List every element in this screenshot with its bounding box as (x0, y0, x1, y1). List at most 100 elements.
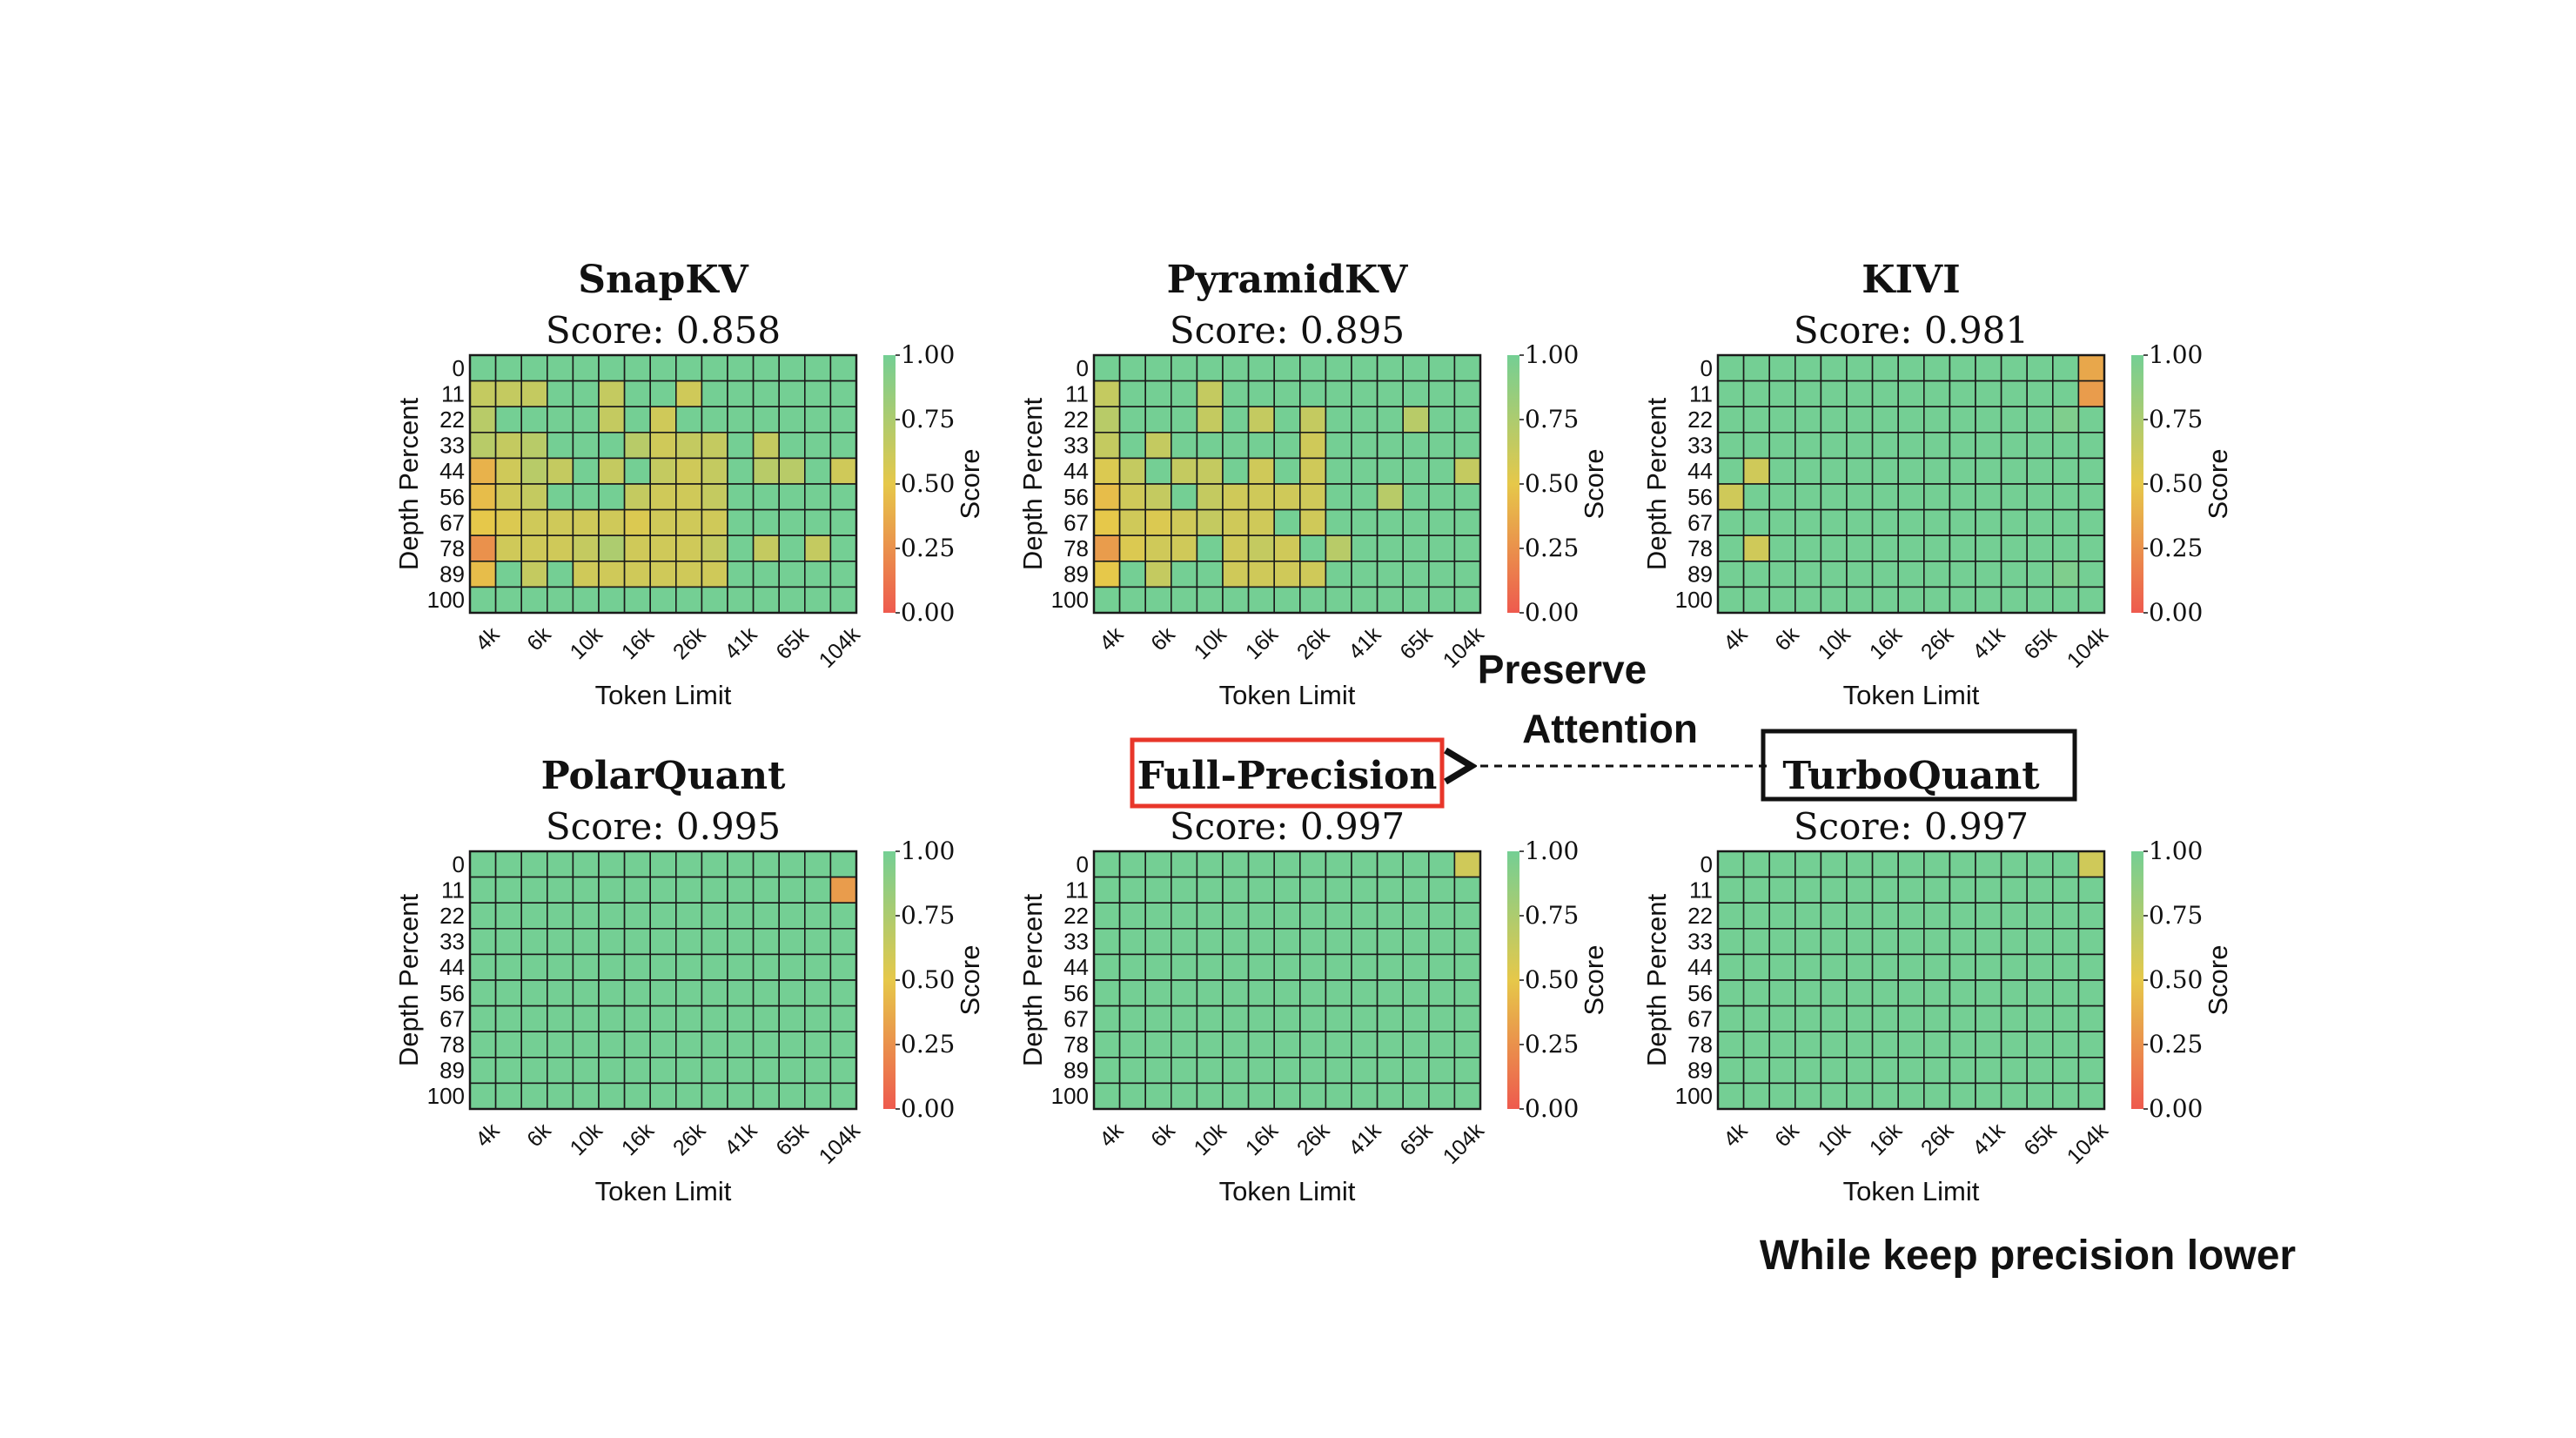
heatmap-cell (2077, 1082, 2105, 1110)
heatmap-cell (1093, 380, 1121, 408)
heatmap-cell (1923, 534, 1951, 562)
heatmap-cell (1171, 431, 1198, 460)
heatmap-cell (1453, 953, 1481, 981)
heatmap-cell (2026, 457, 2054, 485)
heatmap-cell (1871, 850, 1900, 878)
chart-subtitle: Score: 0.858 (546, 309, 781, 352)
heatmap-cell (2000, 431, 2029, 460)
x-tick-label: 16k (1865, 1119, 1908, 1161)
colorbar-tick-label: 0.25 (901, 534, 955, 562)
colorbar-tick-label: 1.00 (901, 837, 955, 865)
heatmap-cell (2077, 586, 2105, 614)
heatmap-cell (520, 928, 548, 956)
y-tick-label: 0 (1077, 851, 1089, 877)
y-tick-label: 89 (1687, 1058, 1713, 1084)
heatmap-cell (1299, 431, 1327, 460)
heatmap-cell (829, 1057, 857, 1085)
heatmap-cell (727, 586, 755, 614)
y-tick-label: 78 (439, 535, 465, 561)
colorbar-tick-label: 1.00 (2149, 837, 2203, 865)
heatmap-cell (494, 508, 522, 536)
heatmap-cell (1794, 508, 1822, 536)
heatmap-cell (727, 876, 755, 904)
heatmap-cell (829, 534, 857, 562)
colorbar-tick-label: 0.00 (1525, 1094, 1579, 1123)
heatmap-cell (1846, 850, 1874, 878)
heatmap-cell (1351, 431, 1379, 460)
heatmap-cell (1118, 953, 1146, 981)
heatmap-cell (727, 406, 755, 433)
heatmap-cell (803, 586, 832, 614)
heatmap-cell (1428, 1005, 1456, 1032)
heatmap-cell (2026, 534, 2054, 562)
heatmap-cell (1923, 850, 1951, 878)
heatmap-cell (1196, 431, 1224, 460)
heatmap-cell (1273, 406, 1301, 433)
heatmap-cell (598, 534, 626, 562)
heatmap-cell (1376, 1057, 1404, 1085)
heatmap-cell (1453, 1082, 1481, 1110)
heatmap-cell (1144, 953, 1172, 981)
heatmap-cell (1820, 354, 1848, 382)
heatmap-cell (1717, 979, 1745, 1007)
heatmap-cell (1402, 979, 1430, 1007)
x-axis-label: Token Limit (1219, 1176, 1356, 1206)
heatmap-cell (701, 380, 728, 408)
heatmap-cell (1453, 483, 1481, 511)
heatmap-cell (701, 850, 728, 878)
heatmap-cell (494, 457, 522, 485)
y-tick-label: 89 (1063, 561, 1089, 588)
heatmap-cell (1196, 354, 1224, 382)
heatmap-cell (546, 902, 574, 930)
heatmap-cell (1273, 380, 1301, 408)
heatmap-cell (1171, 928, 1198, 956)
heatmap-cell (1923, 457, 1951, 485)
heatmap-cell (778, 457, 806, 485)
heatmap-cell (1402, 354, 1430, 382)
heatmap-cell (803, 1057, 832, 1085)
colorbar-tick-label: 0.75 (2149, 901, 2203, 930)
heatmap-cell (1222, 354, 1250, 382)
heatmap-cell (1247, 876, 1275, 904)
heatmap-cell (1453, 979, 1481, 1007)
heatmap-cell (1196, 457, 1224, 485)
heatmap-cell (1118, 979, 1146, 1007)
heatmap-cell (649, 457, 677, 485)
heatmap-cell (546, 457, 574, 485)
heatmap-cell (1325, 953, 1352, 981)
heatmap-cell (520, 534, 548, 562)
heatmap-cell (2077, 953, 2105, 981)
heatmap-cell (2026, 354, 2054, 382)
heatmap-cell (1768, 431, 1796, 460)
heatmap-cell (1453, 1057, 1481, 1085)
y-axis-label: Depth Percent (1641, 398, 1672, 571)
chart-title: TurboQuant (1782, 754, 2040, 798)
heatmap-cell (572, 534, 600, 562)
heatmap-cell (1975, 876, 2002, 904)
heatmap-cell (1949, 953, 1976, 981)
heatmap-cell (1299, 928, 1327, 956)
heatmap-cell (1846, 1005, 1874, 1032)
heatmap-cell (1118, 876, 1146, 904)
heatmap-cell (829, 1031, 857, 1058)
heatmap-cell (1222, 1082, 1250, 1110)
heatmap-cell (1897, 431, 1925, 460)
colorbar-label: Score (955, 945, 985, 1016)
heatmap-cell (701, 586, 728, 614)
heatmap-cell (1846, 560, 1874, 588)
y-tick-label: 100 (427, 587, 465, 613)
y-tick-label: 11 (1689, 380, 1713, 407)
heatmap-cell (2077, 560, 2105, 588)
colorbar-tick-label: 0.25 (2149, 534, 2203, 562)
heatmap-cell (1273, 876, 1301, 904)
heatmap-cell (1768, 586, 1796, 614)
heatmap-cell (1247, 483, 1275, 511)
colorbar-tick-label: 0.75 (901, 901, 955, 930)
heatmap-cell (1717, 406, 1745, 433)
heatmap-cell (674, 876, 703, 904)
heatmap-cell (778, 431, 806, 460)
heatmap-cell (778, 850, 806, 878)
heatmap-cell (1247, 928, 1275, 956)
